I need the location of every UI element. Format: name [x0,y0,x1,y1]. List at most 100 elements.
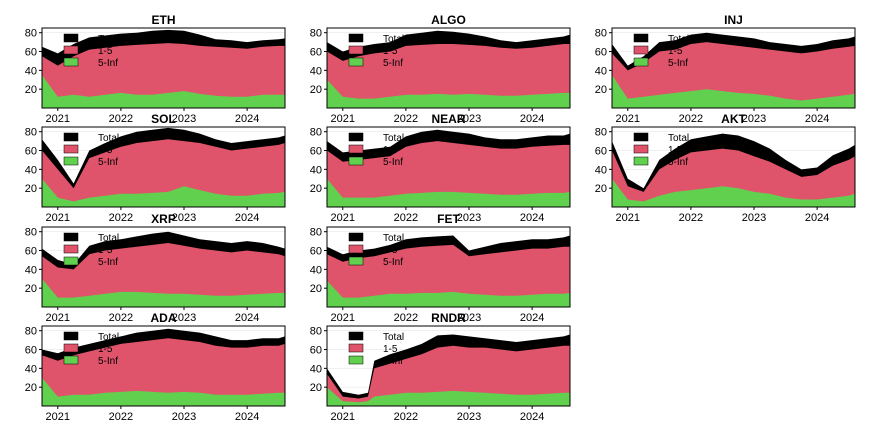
legend-swatch [348,132,364,142]
x-tick-label: 2022 [679,212,703,224]
x-tick-label: 2024 [520,411,544,423]
y-tick-label: 40 [25,264,37,276]
legend-swatch [63,232,79,242]
legend-swatch [63,355,79,365]
plot-frame [611,126,856,208]
legend-label: 5-Inf [668,157,688,168]
y-tick-label: 60 [595,47,607,59]
legend-label: 1-5 [383,46,398,57]
series-area-1-5 [612,42,855,108]
y-tick-label: 20 [310,183,322,195]
y-tick-label: 80 [25,127,37,139]
y-tick-label: 20 [25,382,37,394]
x-tick-label: 2023 [457,312,481,324]
x-tick-label: 2022 [109,411,133,423]
panel-rndr: RNDR 20 40 60 80 2021 2022 2023 2024 Total1-55-In… [310,311,571,423]
y-tick-label: 60 [25,47,37,59]
legend-swatch [63,343,79,353]
panel-title: RNDR [431,311,466,325]
legend-label: Total [98,34,119,45]
plot-frame [326,27,571,109]
plot-frame [41,325,286,407]
legend-swatch [63,33,79,43]
plot-frame [41,226,286,308]
x-tick-label: 2024 [520,312,544,324]
legend-swatch [348,144,364,154]
y-tick-label: 80 [25,326,37,338]
x-tick-label: 2021 [331,212,355,224]
y-tick-label: 60 [310,146,322,158]
x-tick-label: 2021 [331,312,355,324]
panel-title: XRP [151,212,176,226]
panel-algo: ALGO 20 40 60 80 2021 2022 2023 2024 Total1-55-In… [310,13,571,125]
legend-swatch [633,33,649,43]
legend-swatch [633,57,649,67]
series-area-5-inf [612,178,855,207]
x-tick-label: 2023 [172,113,196,125]
y-tick-label: 80 [595,127,607,139]
legend-swatch [63,156,79,166]
x-tick-label: 2022 [394,312,418,324]
x-tick-label: 2024 [235,212,259,224]
legend-swatch [633,144,649,154]
panel-title: NEAR [431,112,465,126]
x-tick-label: 2023 [172,312,196,324]
legend-label: Total [383,34,404,45]
y-tick-label: 80 [25,28,37,40]
y-tick-label: 40 [310,65,322,77]
legend-swatch [348,256,364,266]
plot-frame [326,226,571,308]
y-tick-label: 40 [595,164,607,176]
x-tick-label: 2022 [394,411,418,423]
legend-swatch [348,45,364,55]
legend-swatch [348,156,364,166]
series-area-1-5 [327,141,570,207]
y-tick-label: 40 [595,65,607,77]
legend-label: 1-5 [383,344,398,355]
legend-label: 5-Inf [383,58,403,69]
y-tick-label: 20 [595,84,607,96]
plot-frame [326,126,571,208]
y-tick-label: 40 [310,264,322,276]
legend-label: 5-Inf [383,257,403,268]
legend-label: 5-Inf [98,157,118,168]
legend-label: 1-5 [383,145,398,156]
legend-swatch [63,132,79,142]
y-tick-label: 40 [310,164,322,176]
x-tick-label: 2024 [805,113,829,125]
x-tick-label: 2024 [235,312,259,324]
plot-frame [41,126,286,208]
legend-swatch [63,144,79,154]
y-tick-label: 80 [310,28,322,40]
series-area-5-inf [327,79,570,108]
y-tick-label: 60 [25,146,37,158]
series-area-5-inf [612,75,855,108]
y-tick-label: 60 [310,47,322,59]
y-tick-label: 20 [310,84,322,96]
panel-title: ALGO [431,13,466,27]
legend-label: 1-5 [98,46,113,57]
legend-label: 5-Inf [98,257,118,268]
series-area-5-inf [42,178,285,207]
x-tick-label: 2023 [172,411,196,423]
x-tick-label: 2023 [172,212,196,224]
panel-title: AKT [721,112,746,126]
legend-label: 1-5 [98,145,113,156]
x-tick-label: 2022 [109,212,133,224]
legend-label: Total [98,233,119,244]
x-tick-label: 2022 [679,113,703,125]
series-area-5-inf [327,387,570,406]
y-tick-label: 20 [25,84,37,96]
plot-frame [326,325,571,407]
legend-swatch [348,355,364,365]
legend-label: 1-5 [383,245,398,256]
legend-swatch [348,33,364,43]
x-tick-label: 2024 [235,411,259,423]
legend-label: Total [98,332,119,343]
